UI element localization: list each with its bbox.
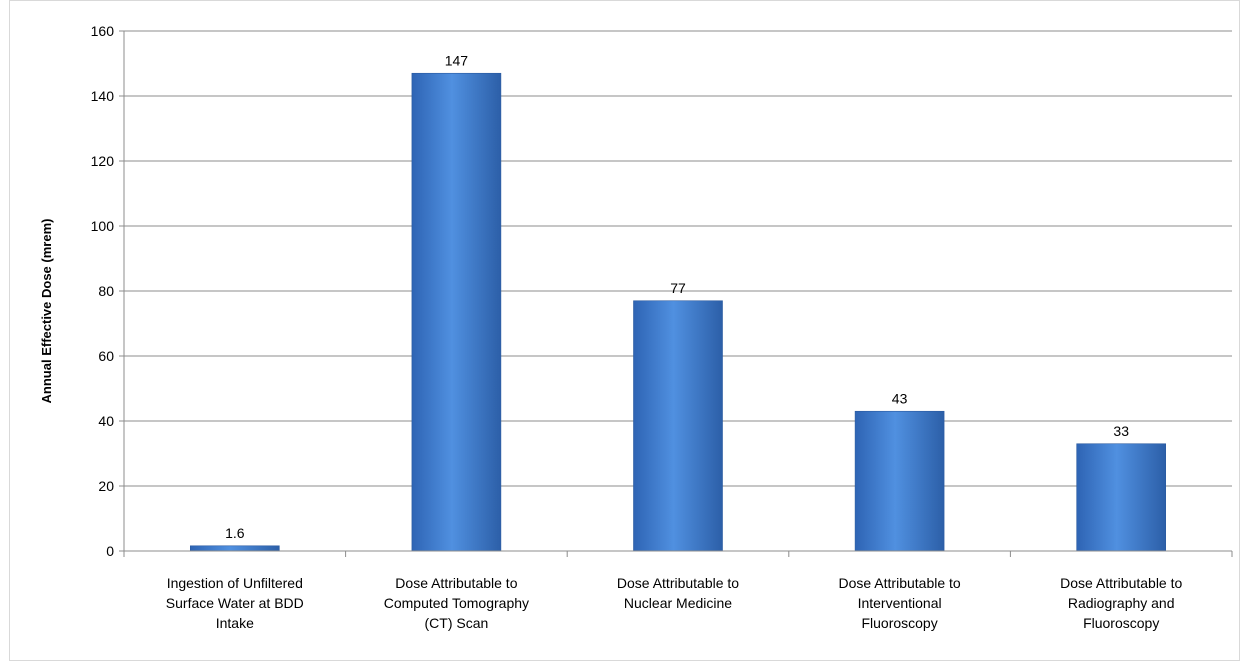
data-label: 1.6 — [225, 525, 245, 541]
category-label: Dose Attributable to Interventional Fluoro… — [839, 575, 961, 631]
category-label: Dose Attributable to Nuclear Medicine — [617, 575, 739, 611]
bar — [854, 410, 945, 552]
y-tick-label: 40 — [98, 413, 114, 429]
category-labels: Ingestion of Unfiltered Surface Water at … — [166, 575, 1183, 631]
category-label: Ingestion of Unfiltered Surface Water at … — [166, 575, 304, 631]
y-axis-ticks: 0 20 40 60 80 100 120 140 160 — [91, 23, 125, 559]
data-label: 43 — [892, 390, 908, 406]
y-tick-label: 80 — [98, 283, 114, 299]
bar — [190, 545, 280, 552]
bar — [411, 72, 502, 552]
data-label: 147 — [445, 52, 469, 68]
y-tick-label: 100 — [91, 218, 115, 234]
y-tick-label: 0 — [106, 543, 114, 559]
bar — [1076, 443, 1166, 552]
bar — [633, 300, 723, 552]
y-tick-label: 60 — [98, 348, 114, 364]
category-label: Dose Attributable to Radiography and Fluor… — [1060, 575, 1182, 631]
bars — [190, 72, 1166, 552]
x-axis — [123, 550, 1233, 557]
gridlines — [124, 30, 1232, 487]
y-tick-label: 160 — [91, 23, 115, 39]
y-tick-label: 140 — [91, 88, 115, 104]
data-label: 77 — [670, 280, 686, 296]
data-labels: 1.6 147 77 43 33 — [225, 52, 1129, 541]
data-label: 33 — [1113, 423, 1129, 439]
y-tick-label: 120 — [91, 153, 115, 169]
category-label: Dose Attributable to Computed Tomography(… — [384, 575, 529, 631]
y-axis-title: Annual Effective Dose (mrem) — [39, 219, 54, 404]
y-tick-label: 20 — [98, 478, 114, 494]
